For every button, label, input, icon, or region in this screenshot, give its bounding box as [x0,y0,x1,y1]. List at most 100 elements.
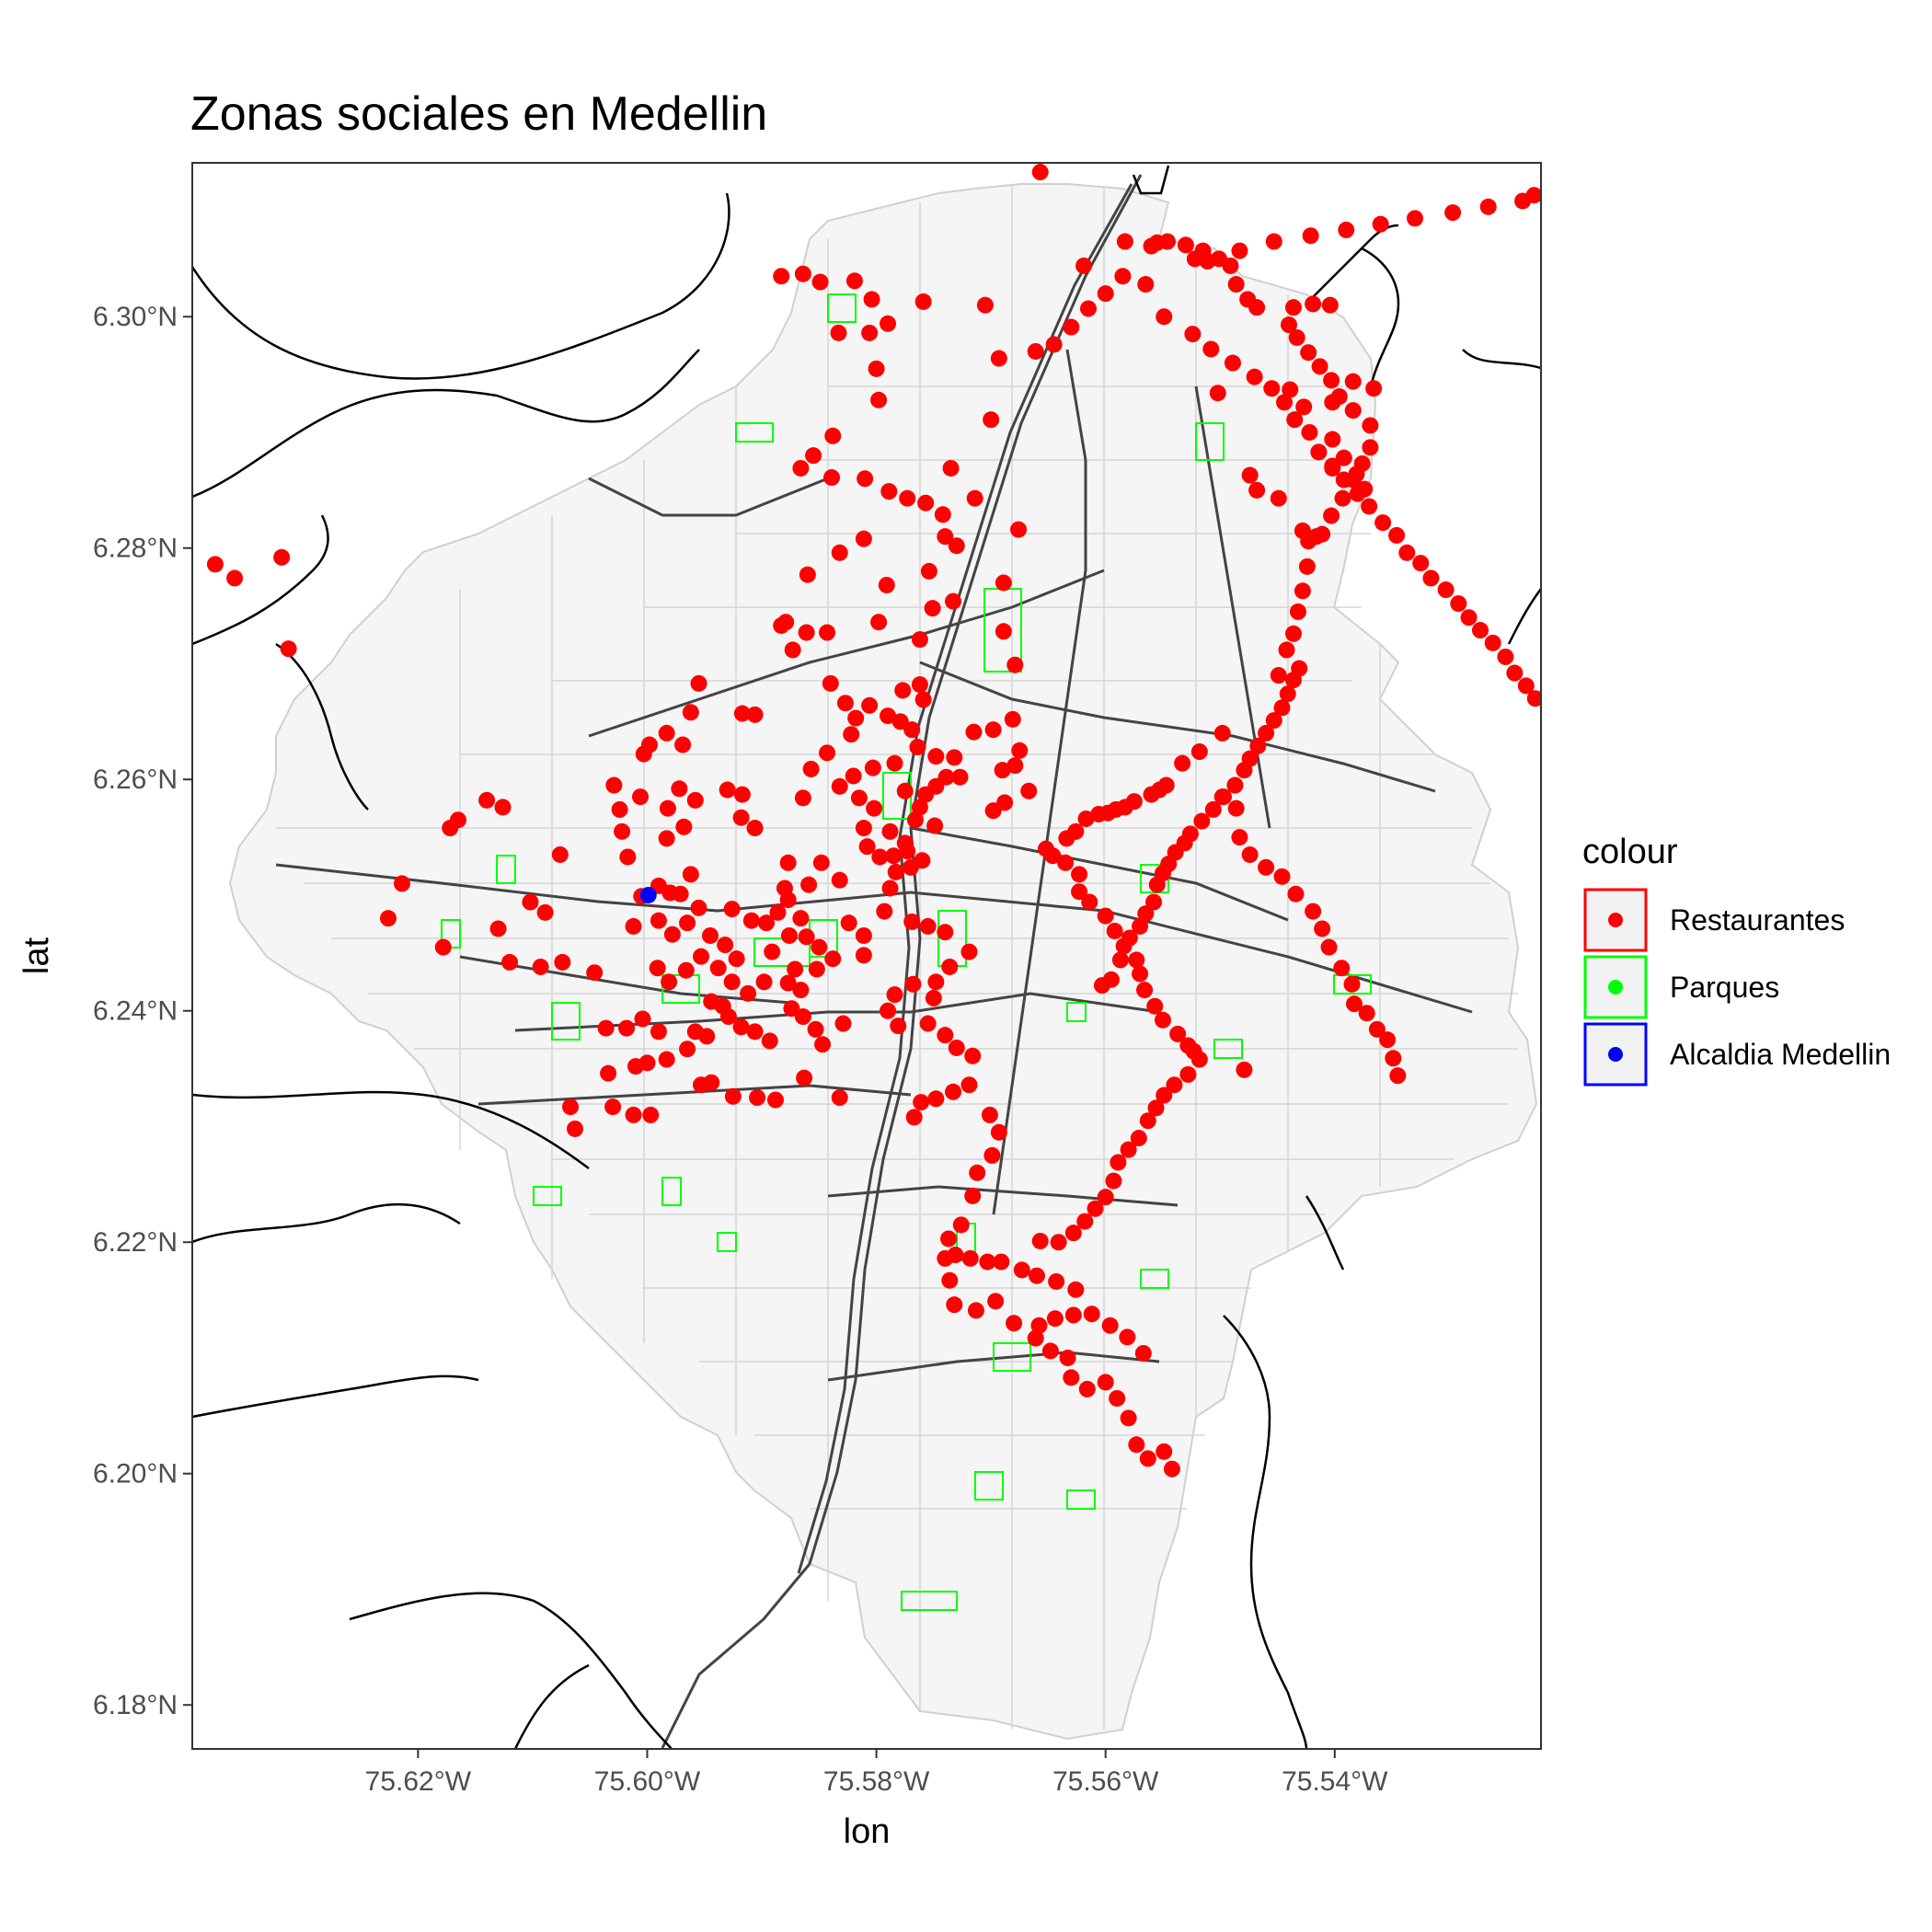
restaurant-point [1071,883,1088,901]
restaurant-point [861,696,879,714]
restaurant-point [1116,233,1133,250]
restaurant-point [1190,743,1208,761]
restaurant-point [1289,603,1306,620]
restaurant-point [1147,1099,1165,1117]
restaurant-point [690,899,707,916]
restaurant-point [1128,951,1145,969]
restaurant-point [1344,373,1362,390]
restaurant-point [764,943,781,960]
legend-title: colour [1582,833,1678,871]
restaurant-point [1057,854,1075,871]
restaurant-point [769,903,787,921]
restaurant-point [1097,285,1114,303]
restaurant-point [1239,291,1257,308]
restaurant-point [1030,1317,1048,1334]
restaurant-point [1506,664,1524,682]
restaurant-point [1345,995,1363,1013]
restaurant-point [1305,295,1322,313]
legend-dot-parques [1608,980,1623,995]
restaurant-point [1214,788,1232,806]
restaurant-point [1194,242,1212,259]
restaurant-point [1045,336,1063,353]
restaurant-point [798,624,815,641]
restaurant-point [843,726,860,743]
restaurant-point [1154,1011,1171,1029]
y-tick-label: 6.24°N [93,996,178,1027]
x-tick-label: 75.56°W [1052,1766,1159,1797]
restaurant-point [604,1098,622,1116]
restaurant-point [625,917,642,935]
restaurant-point [880,1002,897,1019]
city-hall-point [639,886,657,903]
restaurant-point [1258,724,1275,742]
restaurant-point [1314,525,1331,543]
restaurant-point [740,984,757,1002]
restaurant-point [1517,677,1535,695]
restaurant-point [1163,1460,1180,1478]
legend-label-alcaldia: Alcaldia Medellin [1670,1038,1891,1071]
restaurant-point [805,447,822,465]
restaurant-point [605,776,623,794]
restaurant-point [1137,276,1155,293]
restaurant-point [1231,829,1248,846]
restaurant-point [891,713,909,730]
restaurant-point [1270,667,1287,684]
restaurant-point [1136,982,1154,999]
restaurant-point [650,1023,667,1041]
restaurant-point [927,1090,945,1108]
restaurant-point [911,676,928,694]
restaurant-point [551,845,569,863]
restaurant-point [1437,581,1455,599]
x-tick-label: 75.58°W [823,1766,930,1797]
restaurant-point [886,986,903,1004]
restaurant-point [618,1019,636,1037]
restaurant-point [1028,1267,1045,1284]
restaurant-point [1348,466,1365,483]
restaurant-point [1111,951,1129,969]
restaurant-point [1013,1261,1030,1279]
restaurant-point [905,1109,923,1126]
restaurant-point [1385,1050,1402,1067]
restaurant-point [1081,893,1098,911]
restaurant-point [858,838,876,856]
restaurant-point [226,569,244,587]
x-axis-title: lon [844,1812,891,1851]
restaurant-point [1193,812,1211,830]
restaurant-point [1181,825,1199,843]
restaurant-point [1110,1154,1127,1171]
restaurant-point [896,782,914,799]
restaurant-point [1097,1189,1114,1206]
restaurant-point [914,293,932,310]
restaurant-point [1139,1450,1156,1467]
restaurant-point [995,623,1012,640]
restaurant-point [811,273,829,291]
restaurant-point [822,674,839,692]
restaurant-point [586,964,604,982]
y-tick-label: 6.22°N [93,1227,178,1258]
restaurant-point [942,459,960,477]
restaurant-point [779,854,797,871]
restaurant-point [1046,1310,1064,1328]
restaurant-point [1226,776,1244,794]
restaurant-point [1288,328,1305,346]
restaurant-point [611,800,628,818]
restaurant-point [966,489,983,507]
restaurant-point [567,1120,584,1137]
legend-dot-alcaldia [1608,1047,1623,1062]
restaurant-point [1335,449,1352,466]
restaurant-point [1338,221,1355,238]
restaurant-point [671,780,688,798]
restaurant-point [766,1091,784,1109]
restaurant-point [1291,660,1308,677]
restaurant-point [914,852,931,869]
restaurant-point [1284,299,1302,316]
restaurant-point [911,799,928,816]
x-axis: 75.62°W 75.60°W 75.58°W 75.56°W 75.54°W [365,1749,1388,1797]
restaurant-point [792,982,810,999]
restaurant-point [946,749,963,766]
restaurant-point [780,926,798,944]
restaurant-point [1301,423,1318,441]
restaurant-point [494,799,512,816]
restaurant-point [1273,699,1291,717]
y-tick-label: 6.26°N [93,765,178,795]
